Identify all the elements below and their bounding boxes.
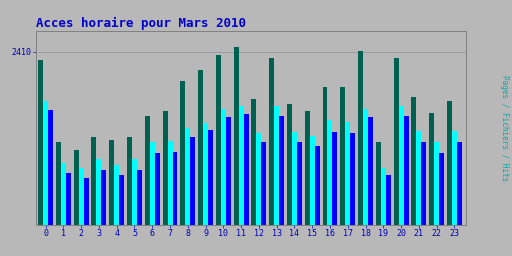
Bar — [92, 137, 96, 225]
Bar — [368, 117, 373, 225]
Bar — [132, 159, 137, 225]
Bar — [269, 58, 274, 225]
Bar — [345, 122, 350, 225]
Bar — [274, 106, 279, 225]
Bar — [381, 168, 386, 225]
Bar — [439, 153, 444, 225]
Bar — [198, 70, 203, 225]
Bar — [411, 97, 416, 225]
Bar — [48, 110, 53, 225]
Bar — [340, 87, 345, 225]
Bar — [279, 116, 284, 225]
Bar — [305, 111, 310, 225]
Bar — [358, 51, 363, 225]
Bar — [315, 146, 319, 225]
Bar — [114, 165, 119, 225]
Bar — [363, 109, 368, 225]
Bar — [155, 153, 160, 225]
Bar — [403, 116, 409, 225]
Bar — [150, 142, 155, 225]
Bar — [239, 106, 244, 225]
Bar — [61, 163, 66, 225]
Bar — [43, 101, 48, 225]
Bar — [328, 120, 332, 225]
Bar — [66, 173, 71, 225]
Bar — [79, 168, 83, 225]
Bar — [167, 141, 173, 225]
Text: Acces horaire pour Mars 2010: Acces horaire pour Mars 2010 — [36, 16, 246, 29]
Bar — [244, 114, 248, 225]
Bar — [447, 101, 452, 225]
Bar — [145, 116, 150, 225]
Bar — [56, 142, 61, 225]
Bar — [287, 104, 292, 225]
Bar — [101, 170, 106, 225]
Bar — [310, 136, 315, 225]
Bar — [332, 132, 337, 225]
Bar — [452, 131, 457, 225]
Bar — [350, 133, 355, 225]
Bar — [96, 159, 101, 225]
Bar — [457, 142, 462, 225]
Bar — [226, 117, 231, 225]
Bar — [119, 175, 124, 225]
Bar — [297, 142, 302, 225]
Bar — [109, 140, 114, 225]
Bar — [233, 47, 239, 225]
Bar — [429, 113, 434, 225]
Bar — [292, 132, 297, 225]
Bar — [257, 133, 261, 225]
Bar — [203, 123, 208, 225]
Bar — [190, 137, 195, 225]
Bar — [162, 111, 167, 225]
Bar — [323, 87, 328, 225]
Bar — [208, 130, 213, 225]
Bar — [216, 55, 221, 225]
Bar — [127, 137, 132, 225]
Bar — [416, 131, 421, 225]
Bar — [376, 142, 381, 225]
Bar — [74, 150, 79, 225]
Bar — [173, 152, 178, 225]
Text: Pages / Fichiers / Hits: Pages / Fichiers / Hits — [500, 75, 509, 181]
Bar — [394, 58, 398, 225]
Bar — [185, 128, 190, 225]
Bar — [398, 106, 403, 225]
Bar — [261, 142, 266, 225]
Bar — [180, 81, 185, 225]
Bar — [434, 142, 439, 225]
Bar — [251, 99, 257, 225]
Bar — [221, 109, 226, 225]
Bar — [83, 178, 89, 225]
Bar — [386, 175, 391, 225]
Bar — [421, 142, 426, 225]
Bar — [137, 170, 142, 225]
Bar — [38, 60, 43, 225]
